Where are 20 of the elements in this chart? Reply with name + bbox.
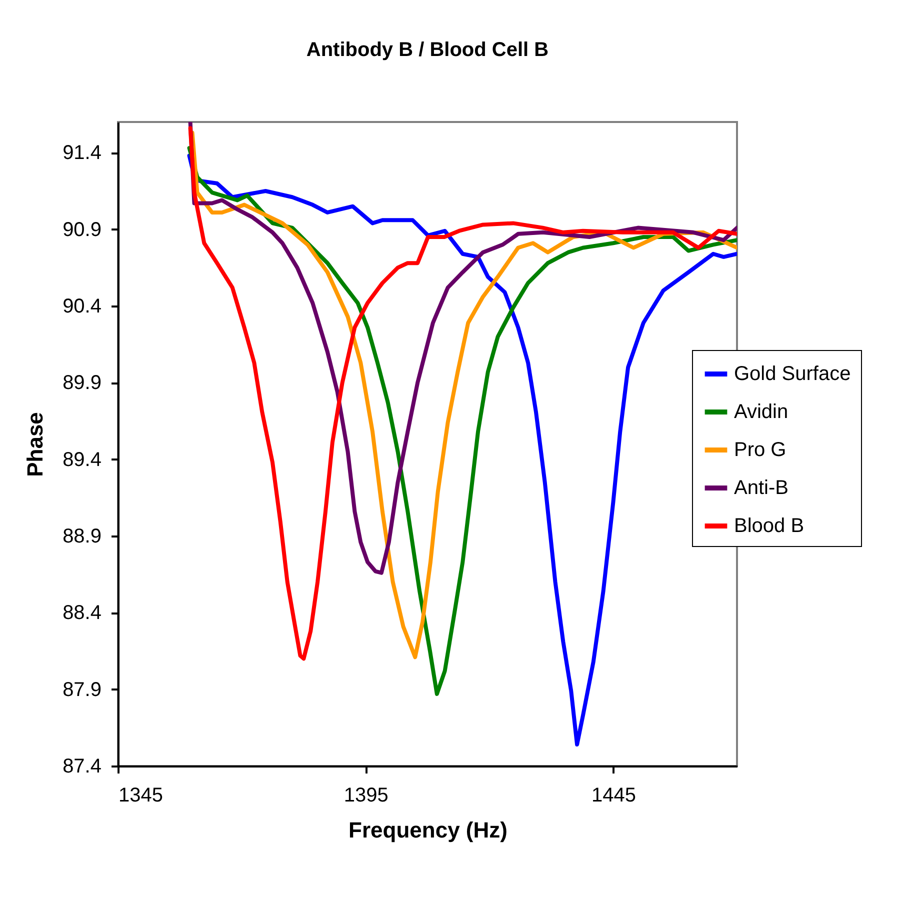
x-tick-label: 1395 <box>344 784 388 806</box>
y-tick-label: 90.9 <box>62 218 102 241</box>
legend-label: Anti-B <box>734 477 788 499</box>
y-tick-label: 89.4 <box>62 448 102 471</box>
y-axis-title: Phase <box>22 412 48 477</box>
x-tick-label: 1345 <box>118 784 163 806</box>
legend-label: Blood B <box>734 515 804 537</box>
y-tick-label: 88.9 <box>62 526 102 548</box>
y-tick-label: 87.4 <box>62 756 102 778</box>
y-tick-label: 91.4 <box>62 142 102 164</box>
y-tick-label: 88.4 <box>62 602 102 624</box>
y-tick-label: 89.9 <box>62 372 102 394</box>
x-tick-label: 1445 <box>591 784 636 806</box>
y-tick-label: 87.9 <box>62 678 102 701</box>
x-axis-title: Frequency (Hz) <box>348 818 508 842</box>
legend-label: Pro G <box>734 439 786 461</box>
chart-title: Antibody B / Blood Cell B <box>306 39 549 61</box>
y-tick-label: 90.4 <box>62 296 102 318</box>
legend-label: Gold Surface <box>734 363 851 385</box>
legend-label: Avidin <box>734 401 788 423</box>
